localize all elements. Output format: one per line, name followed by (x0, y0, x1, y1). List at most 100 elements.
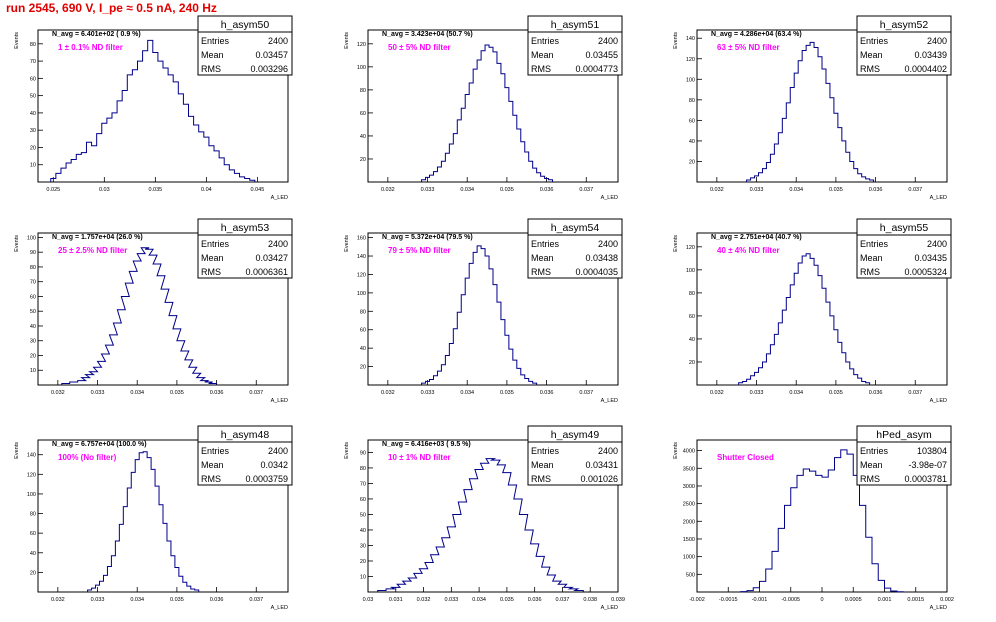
histogram-line (421, 44, 554, 182)
x-tick-label: 0.032 (381, 187, 395, 193)
x-axis-title: A_LED (271, 398, 288, 404)
stat-value: 0.003296 (250, 64, 288, 74)
y-axis-title: Events (14, 235, 20, 252)
x-axis-title: A_LED (930, 195, 947, 201)
x-tick-label: 0.032 (51, 597, 65, 603)
stats-box (527, 218, 623, 279)
stats-box (527, 15, 623, 76)
x-tick-label: 0.036 (869, 187, 883, 193)
stat-label: Mean (531, 253, 554, 263)
y-axis-title: Events (344, 32, 350, 49)
y-tick-label: 40 (360, 528, 366, 534)
histogram-line (738, 253, 871, 385)
filter-label: 25 ± 2.5% ND filter (58, 246, 127, 255)
histogram-panel-h_asym48: 20 40 60 80 100 120 140 0.032 0.033 0.034 0.035 0.0… (14, 425, 293, 611)
navg-label: N_avg = 4.286e+04 (63.4 %) (711, 31, 802, 38)
y-tick-label: 500 (686, 572, 695, 578)
histogram-line (746, 41, 875, 182)
y-tick-label: 20 (30, 353, 36, 359)
stat-value: 2400 (598, 239, 618, 249)
filter-label: 63 ± 5% ND filter (717, 43, 780, 52)
x-tick-label: 0.035 (500, 390, 514, 396)
histogram-line (740, 449, 904, 593)
stat-value: 0.001026 (580, 474, 618, 484)
stat-value: 2400 (268, 446, 288, 456)
x-tick-label: 0.035 (829, 390, 843, 396)
y-tick-label: 40 (30, 111, 36, 117)
stat-label: Entries (201, 36, 230, 46)
y-tick-label: 90 (360, 450, 366, 456)
histogram-line (87, 451, 200, 592)
x-tick-label: 0.045 (251, 187, 265, 193)
y-tick-label: 60 (30, 531, 36, 537)
y-tick-label: 80 (360, 88, 366, 94)
x-tick-label: 0.036 (540, 187, 554, 193)
stat-value: 0.03455 (585, 50, 618, 60)
x-tick-label: 0.034 (460, 390, 474, 396)
y-axis-title: Events (673, 235, 679, 252)
x-tick-label: 0.034 (130, 597, 144, 603)
plot-frame (37, 29, 289, 183)
stat-value: 2400 (268, 36, 288, 46)
filter-label: Shutter Closed (717, 453, 774, 462)
stats-title: h_asym50 (221, 19, 270, 31)
stat-value: 0.0003781 (904, 474, 947, 484)
navg-label: N_avg = 2.751e+04 (40.7 %) (711, 234, 802, 241)
y-tick-label: 20 (30, 570, 36, 576)
y-tick-label: 2500 (683, 502, 695, 508)
histogram-panel-hPed_asym: 500 1000 1500 2000 2500 3000 3500 4000 -0.002 -0.… (673, 425, 954, 611)
histogram-panel-h_asym53: 10 20 30 40 50 60 70 80 90 100 0.032 0.033 0.034 0.03… (14, 218, 293, 404)
stat-value: 0.03435 (914, 253, 947, 263)
x-tick-label: 0.033 (444, 597, 458, 603)
x-tick-label: 0.036 (210, 597, 224, 603)
y-tick-label: 120 (686, 57, 695, 63)
navg-label: N_avg = 5.372e+04 (79.5 %) (382, 234, 473, 241)
x-tick-label: 0.036 (540, 390, 554, 396)
stat-value: 2400 (598, 446, 618, 456)
filter-label: 50 ± 5% ND filter (388, 43, 451, 52)
x-axis-title: A_LED (271, 195, 288, 201)
y-tick-label: 30 (360, 543, 366, 549)
page-title: run 2545, 690 V, I_pe ≈ 0.5 nA, 240 Hz (6, 1, 217, 15)
y-tick-label: 60 (689, 118, 695, 124)
x-tick-label: 0.035 (500, 187, 514, 193)
filter-label: 100% (No filter) (58, 453, 117, 462)
stat-value: 0.0006361 (245, 267, 288, 277)
stat-value: 2400 (927, 239, 947, 249)
stat-label: RMS (860, 474, 880, 484)
x-tick-label: 0.03 (99, 187, 110, 193)
stat-label: RMS (860, 267, 880, 277)
y-axis-title: Events (344, 235, 350, 252)
x-tick-label: 0.032 (51, 390, 65, 396)
filter-label: 79 ± 5% ND filter (388, 246, 451, 255)
stats-box (197, 425, 293, 486)
y-tick-label: 20 (360, 157, 366, 163)
x-tick-label: 0.035 (148, 187, 162, 193)
x-tick-label: 0.037 (908, 390, 922, 396)
y-tick-label: 100 (27, 492, 36, 498)
stat-value: 0.0342 (260, 460, 288, 470)
y-tick-label: 120 (686, 245, 695, 251)
y-tick-label: 40 (689, 139, 695, 145)
x-tick-label: 0.0015 (907, 597, 924, 603)
y-tick-label: 60 (360, 497, 366, 503)
y-tick-label: 1500 (683, 537, 695, 543)
x-tick-label: 0.034 (460, 187, 474, 193)
x-tick-label: 0.0005 (845, 597, 862, 603)
y-axis-title: Events (14, 32, 20, 49)
y-tick-label: 20 (360, 559, 366, 565)
y-tick-label: 30 (30, 128, 36, 134)
histogram-panel-h_asym55: 20 40 60 80 100 120 0.032 0.033 0.034 0.035 0.036 0… (673, 218, 952, 404)
x-tick-label: 0.033 (91, 390, 105, 396)
stat-label: RMS (201, 474, 221, 484)
stat-label: Mean (531, 50, 554, 60)
x-tick-label: 0.032 (710, 187, 724, 193)
stat-label: RMS (201, 267, 221, 277)
y-tick-label: 40 (30, 551, 36, 557)
x-axis-title: A_LED (930, 398, 947, 404)
y-tick-label: 100 (357, 291, 366, 297)
y-tick-label: 80 (30, 512, 36, 518)
x-tick-label: -0.0005 (781, 597, 800, 603)
x-tick-label: 0.037 (249, 597, 263, 603)
x-tick-label: 0.039 (611, 597, 625, 603)
